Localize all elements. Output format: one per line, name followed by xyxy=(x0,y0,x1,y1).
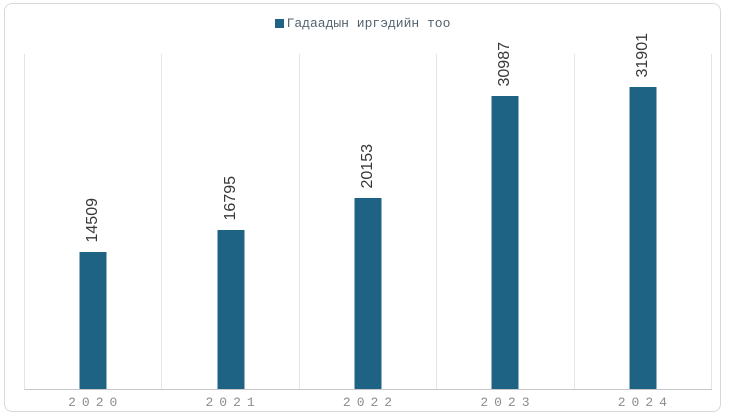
x-axis-label: 2023 xyxy=(480,394,536,410)
plot-area: 14509 16795 20153 30987 31901 xyxy=(24,33,713,390)
bar-value-label: 16795 xyxy=(221,175,239,221)
legend-series-marker-icon xyxy=(274,19,284,28)
category-column: 14509 xyxy=(25,54,163,389)
x-axis: 2020 2021 2022 2023 2024 xyxy=(24,390,711,414)
bar-value-label: 20153 xyxy=(359,143,377,189)
x-axis-tick: 2020 xyxy=(24,390,161,414)
category-column: 30987 xyxy=(437,42,575,389)
x-axis-tick: 2024 xyxy=(574,390,711,414)
category-column: 16795 xyxy=(162,54,300,389)
bar xyxy=(217,230,245,389)
x-axis-label: 2024 xyxy=(617,394,673,410)
bar xyxy=(491,96,519,389)
bar-value-label: 31901 xyxy=(633,32,651,78)
x-axis-label: 2021 xyxy=(205,394,261,410)
bar xyxy=(354,198,382,389)
category-column: 20153 xyxy=(300,54,438,389)
legend-label: Гадаадын иргэдийн тоо xyxy=(286,16,451,31)
bar-value-label: 30987 xyxy=(496,41,514,87)
chart-frame: Гадаадын иргэдийн тоо 14509 16795 20153 309… xyxy=(4,3,721,412)
x-axis-tick: 2022 xyxy=(299,390,436,414)
x-axis-label: 2020 xyxy=(68,394,124,410)
bar-value-label: 14509 xyxy=(84,197,102,243)
legend: Гадаадын иргэдийн тоо xyxy=(5,16,720,31)
bar xyxy=(79,252,107,389)
bar xyxy=(629,87,657,389)
category-column: 31901 xyxy=(575,33,713,389)
x-axis-label: 2022 xyxy=(342,394,399,410)
x-axis-tick: 2023 xyxy=(436,390,573,414)
x-axis-tick: 2021 xyxy=(161,390,298,414)
